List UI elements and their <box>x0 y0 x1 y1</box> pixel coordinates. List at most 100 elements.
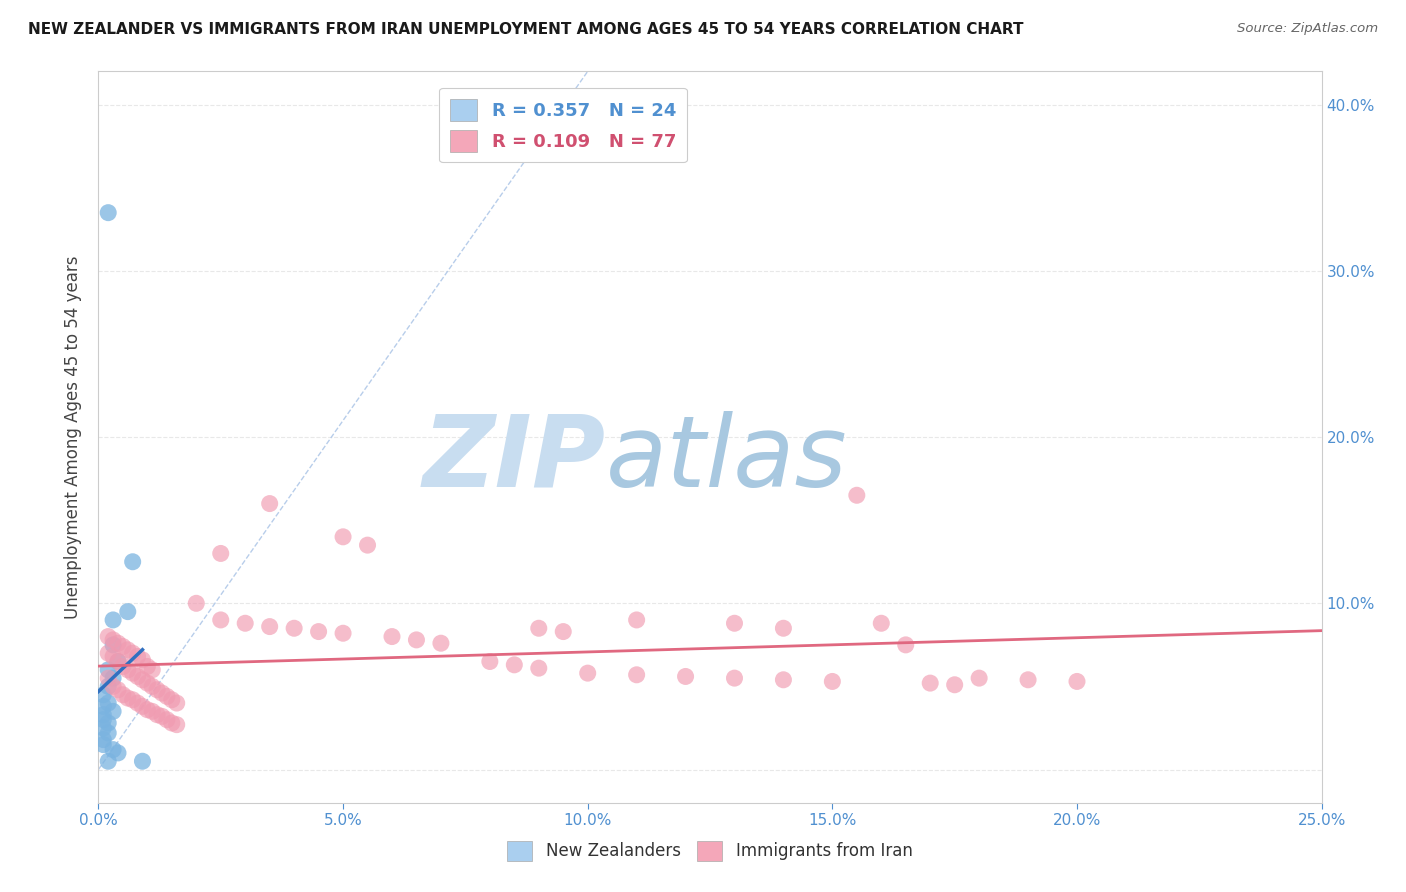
Point <box>97 716 120 731</box>
Point <box>121 666 143 681</box>
Point <box>131 699 153 714</box>
Point <box>101 613 124 627</box>
Point <box>131 673 153 687</box>
Point <box>107 655 129 669</box>
Point <box>146 707 169 722</box>
Point <box>772 673 794 687</box>
Point <box>91 713 114 727</box>
Point <box>111 659 134 673</box>
Point <box>141 705 163 719</box>
Point <box>821 674 844 689</box>
Point <box>117 691 139 706</box>
Legend: New Zealanders, Immigrants from Iran: New Zealanders, Immigrants from Iran <box>501 834 920 868</box>
Point <box>101 680 124 694</box>
Point <box>97 646 120 660</box>
Point <box>156 690 179 704</box>
Point <box>136 659 159 673</box>
Point <box>107 746 129 760</box>
Point <box>405 632 427 647</box>
Point <box>136 676 159 690</box>
Point <box>576 666 599 681</box>
Point <box>141 680 163 694</box>
Point <box>101 638 124 652</box>
Point <box>131 754 153 768</box>
Point <box>156 713 179 727</box>
Point <box>101 632 124 647</box>
Point <box>101 649 124 664</box>
Point <box>626 667 648 681</box>
Point <box>131 653 153 667</box>
Point <box>527 661 550 675</box>
Point <box>283 621 305 635</box>
Point <box>91 721 114 735</box>
Point <box>332 530 354 544</box>
Point <box>150 686 173 700</box>
Point <box>97 205 120 219</box>
Point <box>146 682 169 697</box>
Point <box>117 643 139 657</box>
Point <box>186 596 208 610</box>
Point <box>101 671 124 685</box>
Point <box>141 663 163 677</box>
Point <box>91 707 114 722</box>
Point <box>356 538 378 552</box>
Point <box>233 616 256 631</box>
Text: NEW ZEALANDER VS IMMIGRANTS FROM IRAN UNEMPLOYMENT AMONG AGES 45 TO 54 YEARS COR: NEW ZEALANDER VS IMMIGRANTS FROM IRAN UN… <box>28 22 1024 37</box>
Point <box>111 688 134 702</box>
Point <box>160 716 183 731</box>
Point <box>121 555 143 569</box>
Point <box>97 696 120 710</box>
Point <box>97 663 120 677</box>
Point <box>97 671 120 685</box>
Point <box>209 613 232 627</box>
Point <box>127 669 149 683</box>
Point <box>127 696 149 710</box>
Point <box>553 624 575 639</box>
Point <box>91 699 114 714</box>
Point <box>381 630 404 644</box>
Point <box>107 655 129 669</box>
Point <box>527 621 550 635</box>
Point <box>97 726 120 740</box>
Point <box>160 692 183 706</box>
Point <box>97 754 120 768</box>
Point <box>259 619 281 633</box>
Point <box>503 657 526 672</box>
Point <box>97 680 120 694</box>
Point <box>772 621 794 635</box>
Point <box>121 646 143 660</box>
Point <box>127 649 149 664</box>
Point <box>259 497 281 511</box>
Point <box>97 630 120 644</box>
Point <box>91 732 114 747</box>
Point <box>845 488 868 502</box>
Point <box>166 696 188 710</box>
Point <box>943 678 966 692</box>
Point <box>91 688 114 702</box>
Point <box>107 636 129 650</box>
Text: ZIP: ZIP <box>423 410 606 508</box>
Point <box>894 638 917 652</box>
Point <box>101 742 124 756</box>
Point <box>723 671 745 685</box>
Text: atlas: atlas <box>606 410 848 508</box>
Point <box>308 624 330 639</box>
Point <box>1066 674 1088 689</box>
Point <box>1017 673 1039 687</box>
Text: Source: ZipAtlas.com: Source: ZipAtlas.com <box>1237 22 1378 36</box>
Point <box>150 709 173 723</box>
Point <box>723 616 745 631</box>
Y-axis label: Unemployment Among Ages 45 to 54 years: Unemployment Among Ages 45 to 54 years <box>65 255 83 619</box>
Point <box>111 640 134 654</box>
Point <box>967 671 990 685</box>
Point <box>870 616 893 631</box>
Point <box>478 655 501 669</box>
Point <box>136 703 159 717</box>
Point <box>117 605 139 619</box>
Point <box>332 626 354 640</box>
Point <box>430 636 453 650</box>
Point <box>166 717 188 731</box>
Point <box>675 669 697 683</box>
Point <box>920 676 942 690</box>
Point <box>107 682 129 697</box>
